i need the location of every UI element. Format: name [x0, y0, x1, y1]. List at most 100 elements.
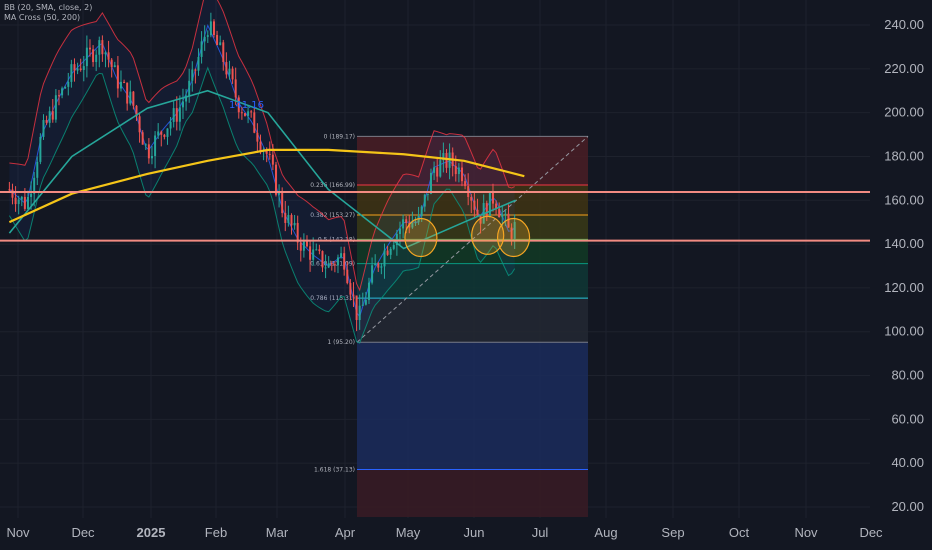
candle-body — [367, 282, 370, 301]
candle-body — [479, 215, 482, 224]
candle-body — [104, 52, 107, 55]
candle-body — [355, 295, 358, 321]
candle-body — [169, 121, 172, 129]
time-axis[interactable] — [0, 518, 932, 550]
candle-body — [473, 200, 476, 210]
candle-body — [129, 91, 132, 104]
candle-body — [48, 111, 51, 123]
candle-body — [284, 213, 287, 223]
candle-body — [95, 54, 98, 63]
time-tick-label: Dec — [859, 525, 883, 540]
candle-body — [98, 40, 101, 55]
time-tick-label: Aug — [594, 525, 617, 540]
candle-body — [33, 177, 36, 194]
bb-upper-band — [9, 0, 515, 292]
price-axis[interactable] — [870, 0, 932, 518]
candle-body — [358, 305, 361, 321]
time-tick-label: 2025 — [137, 525, 166, 540]
candle-body — [395, 233, 398, 246]
bb-lower-band — [8, 66, 516, 344]
candle-body — [513, 221, 516, 239]
price-axis-labels: 240.00 220.00 200.00 180.00 160.00 140.00 120.… — [884, 17, 924, 514]
highlight-circle — [496, 217, 531, 258]
candle-body — [247, 111, 250, 116]
candle-body — [402, 219, 405, 229]
candle-body — [36, 161, 39, 178]
candle-body — [392, 245, 395, 249]
candle-body — [457, 167, 460, 175]
price-tick-label: 20.00 — [891, 499, 924, 514]
ma-cross-legend[interactable]: MA Cross (50, 200) — [4, 13, 81, 22]
candle-body — [327, 263, 330, 268]
candle-body — [225, 62, 228, 75]
candle-body — [302, 240, 305, 251]
fib-zone — [357, 469, 588, 517]
candle-body — [150, 156, 153, 159]
candle-body — [274, 164, 277, 195]
candle-body — [268, 153, 271, 155]
candle-body — [290, 215, 293, 226]
candle-body — [250, 111, 253, 113]
price-tick-label: 200.00 — [884, 105, 924, 120]
time-tick-label: Nov — [794, 525, 818, 540]
candle-body — [26, 196, 29, 209]
candle-body — [67, 81, 70, 87]
candle-body — [144, 144, 147, 146]
time-tick-label: Dec — [71, 525, 95, 540]
price-tick-label: 80.00 — [891, 368, 924, 383]
candle-body — [185, 95, 188, 102]
candle-body — [231, 68, 234, 80]
candle-body — [116, 65, 119, 89]
candle-body — [398, 228, 401, 234]
candle-body — [175, 108, 178, 122]
candle-body — [299, 242, 302, 251]
candle-body — [54, 95, 57, 120]
price-tick-label: 220.00 — [884, 61, 924, 76]
candle-body — [141, 132, 144, 145]
candle-body — [157, 131, 160, 136]
fib-level-label: 1.618 (37.13) — [314, 466, 355, 473]
candle-body — [433, 167, 436, 173]
candle-body — [315, 249, 318, 251]
candle-body — [436, 167, 439, 177]
candle-body — [309, 246, 312, 260]
candle-body — [293, 222, 296, 226]
highlight-circles — [404, 215, 531, 258]
time-tick-label: Nov — [6, 525, 30, 540]
candle-body — [110, 59, 113, 68]
candle-body — [507, 213, 510, 228]
candle-body — [386, 250, 389, 255]
candle-body — [271, 154, 274, 165]
price-tick-label: 180.00 — [884, 148, 924, 163]
price-tick-label: 100.00 — [884, 324, 924, 339]
candle-body — [333, 264, 336, 266]
candle-body — [383, 250, 386, 267]
candle-body — [132, 91, 135, 106]
candle-body — [206, 35, 209, 37]
candle-body — [352, 294, 355, 296]
time-axis-labels: Nov Dec 2025 Feb Mar Apr May Jun Jul Aug Sep Oct Nov… — [6, 525, 883, 540]
fib-level-label: 0.236 (166.99) — [310, 182, 355, 189]
candle-body — [491, 191, 494, 204]
candle-body — [470, 196, 473, 201]
candle-body — [203, 36, 206, 42]
candle-body — [237, 97, 240, 113]
candle-body — [420, 206, 423, 217]
candle-body — [163, 134, 166, 137]
candle-body — [147, 144, 150, 159]
fib-level-label: 1 (95.20) — [327, 339, 355, 346]
candle-body — [216, 35, 219, 46]
time-tick-label: Apr — [335, 525, 356, 540]
candle-body — [321, 251, 324, 268]
highlight-circle — [404, 217, 438, 258]
candle-body — [336, 257, 339, 266]
candle-body — [330, 263, 333, 265]
fibonacci-retracement[interactable]: 0 (189.17) 0.236 (166.99) 0.382 (153.27) 0.… — [310, 133, 589, 517]
highlight-circle — [471, 215, 505, 255]
bb-legend[interactable]: BB (20, SMA, close, 2) — [4, 3, 93, 12]
candlesticks — [8, 12, 516, 332]
candle-body — [371, 265, 374, 283]
candle-body — [160, 131, 163, 135]
candle-body — [460, 167, 463, 182]
